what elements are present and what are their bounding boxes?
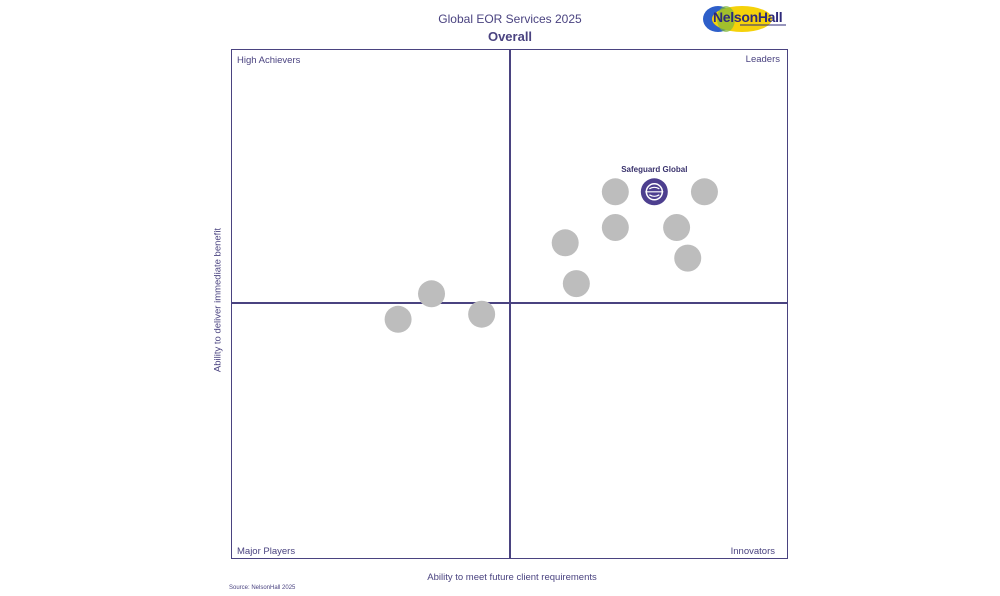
- data-point-3: [690, 178, 718, 206]
- data-point-6: [551, 229, 579, 257]
- data-point-10: [384, 305, 412, 333]
- safeguard-logo-mark: [645, 186, 664, 197]
- logo-tagline: [740, 24, 786, 26]
- horizontal-divider: [231, 302, 788, 304]
- data-point-9: [418, 280, 446, 308]
- point-label-safeguard-global: Safeguard Global: [621, 165, 687, 174]
- chart-subtitle: Overall: [487, 29, 533, 44]
- data-point-2: [601, 178, 629, 206]
- quadrant-label-innovators: Innovators: [730, 546, 775, 557]
- data-point-11: [468, 300, 496, 328]
- chart-title: Global EOR Services 2025: [438, 12, 582, 26]
- data-point-8: [562, 270, 590, 298]
- quadrant-label-leaders: Leaders: [745, 54, 780, 65]
- data-point-4: [601, 214, 629, 241]
- source-note: Source: NelsonHall 2025: [229, 585, 296, 591]
- quadrant-label-high-achievers: High Achievers: [237, 55, 301, 66]
- vertical-divider: [509, 49, 511, 559]
- logo-text: NelsonHall: [713, 9, 783, 25]
- data-point-5: [663, 214, 691, 241]
- x-axis-label: Ability to meet future client requiremen…: [427, 572, 597, 583]
- quadrant-label-major-players: Major Players: [237, 546, 296, 557]
- data-point-7: [674, 244, 702, 272]
